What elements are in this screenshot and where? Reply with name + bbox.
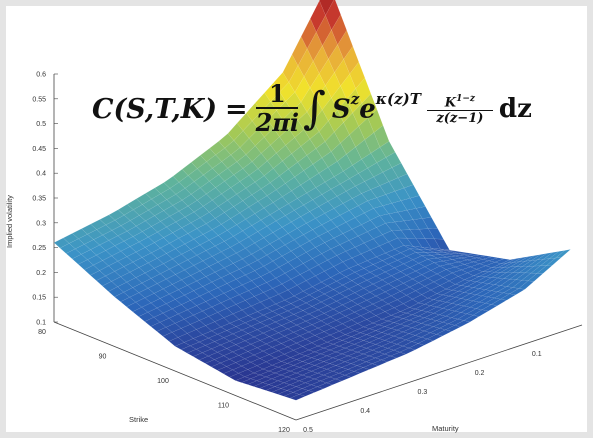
integrand-base: S — [331, 94, 351, 125]
strike-tick-label: 100 — [157, 378, 169, 385]
integrand-base-exp: z — [350, 89, 360, 108]
strike-tick-label: 120 — [278, 427, 290, 434]
formula-fraction: 1 2πi — [256, 81, 299, 137]
vol-tick-label: 0.6 — [36, 72, 46, 79]
vol-tick-label: 0.4 — [36, 171, 46, 178]
vol-tick-label: 0.5 — [36, 121, 46, 128]
ratio-num-exp: 1−z — [456, 93, 476, 104]
vol-tick-label: 0.15 — [32, 295, 46, 302]
y-axis-label: Maturity — [432, 424, 459, 433]
vol-tick-label: 0.25 — [32, 245, 46, 252]
maturity-tick-label: 0.3 — [418, 389, 428, 396]
integrand: Szeκ(z)T — [331, 90, 421, 125]
ratio-num-base: K — [444, 94, 457, 110]
vol-tick-label: 0.55 — [32, 96, 46, 103]
integrand-exp-base: e — [359, 94, 376, 125]
maturity-tick-label: 0.2 — [475, 370, 485, 377]
differential: dz — [498, 94, 532, 124]
vol-tick-label: 0.35 — [32, 196, 46, 203]
maturity-tick-label: 0.5 — [303, 427, 313, 434]
z-axis-label: Implied volatility — [5, 195, 14, 248]
vol-tick-label: 0.45 — [32, 146, 46, 153]
integrand-ratio: K1−z z(z−1) — [426, 92, 493, 127]
pricing-formula: C(S,T,K) = 1 2πi ∫ Szeκ(z)T K1−z z(z−1) … — [92, 64, 572, 154]
ratio-bar — [426, 109, 493, 112]
strike-tick-label: 110 — [218, 403, 229, 410]
fraction-numerator: 1 — [268, 79, 286, 108]
vol-tick-label: 0.3 — [36, 220, 46, 227]
integrand-exp-power: κ(z)T — [375, 89, 421, 108]
ratio-denominator: z(z−1) — [436, 111, 484, 127]
strike-tick-label: 90 — [99, 354, 107, 361]
strike-tick-label: 80 — [38, 329, 46, 336]
axis-front-right — [295, 324, 583, 421]
fraction-bar — [256, 107, 299, 109]
x-axis-label: Strike — [129, 415, 148, 424]
maturity-tick-label: 0.1 — [532, 351, 542, 358]
surface-patch — [289, 394, 306, 401]
maturity-tick-label: 0.4 — [360, 408, 370, 415]
vol-tick-label: 0.2 — [36, 270, 46, 277]
formula-equals: = — [224, 93, 248, 125]
formula-lhs: C(S,T,K) — [92, 93, 217, 125]
integral-sign: ∫ — [302, 83, 326, 134]
vol-tick-label: 0.1 — [36, 320, 46, 327]
axis-ticks: 0.1 0.15 0.2 0.25 0.3 0.35 0.4 0.45 0.5 0.55 0.6 80… — [32, 72, 541, 435]
ratio-numerator: K1−z — [445, 92, 475, 110]
fraction-denominator: 2πi — [255, 108, 299, 137]
vol-surface — [53, 0, 572, 401]
axis-front-left — [53, 321, 297, 421]
